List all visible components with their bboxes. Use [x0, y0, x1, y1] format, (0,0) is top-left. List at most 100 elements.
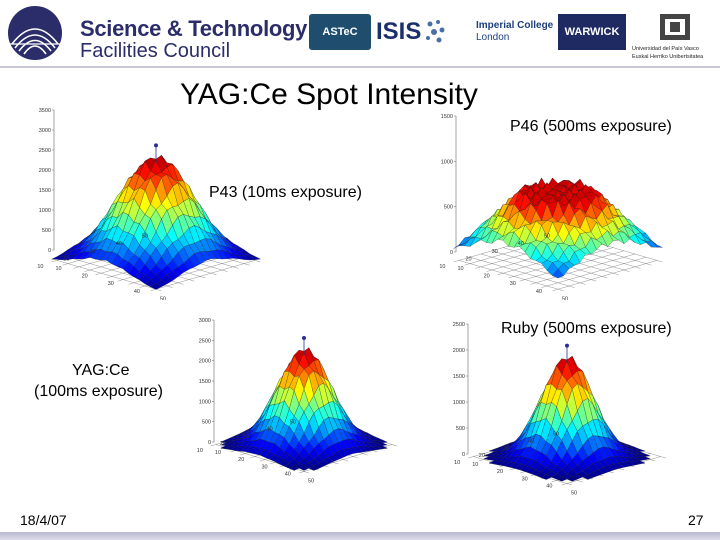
caption-yag-line2: (100ms exposure): [34, 383, 163, 400]
org-name-line1: Science & Technology: [80, 16, 308, 41]
x-tick-label: 20: [466, 256, 472, 262]
x-tick-label: 20: [479, 453, 485, 459]
x-tick-label: 40: [116, 241, 122, 247]
base-grid-line: [150, 260, 256, 291]
y-tick-label: 50: [562, 296, 568, 300]
z-tick-label: 3000: [199, 318, 211, 324]
x-tick-label: 50: [553, 432, 559, 438]
surface-facet: [566, 476, 578, 482]
x-tick-label: 50: [142, 234, 148, 240]
imperial-line1: Imperial College: [476, 20, 554, 31]
surface-facet: [556, 476, 568, 482]
z-tick-label: 1000: [39, 208, 51, 214]
z-tick-label: 1500: [441, 114, 453, 120]
x-tick-label: 30: [492, 249, 498, 255]
z-tick-label: 0: [208, 440, 211, 446]
y-tick-label: 50: [308, 479, 314, 485]
z-tick-label: 2000: [199, 359, 211, 365]
y-tick-label: 40: [536, 289, 542, 295]
y-tick-label: 20: [484, 274, 490, 280]
base-grid-line: [458, 260, 564, 291]
z-axis: 2500 2000 1500 1000 500 0: [453, 322, 469, 458]
caption-yag-line1: YAG:Ce: [72, 362, 130, 379]
surface-facet: [308, 465, 319, 471]
isis-logo: ISIS: [376, 14, 466, 50]
y-tick-label: 10: [56, 266, 62, 272]
z-tick-label: 0: [462, 452, 465, 458]
warwick-logo: WARWICK: [558, 14, 626, 50]
z-tick-label: 3500: [39, 108, 51, 114]
z-tick-label: 1000: [199, 399, 211, 405]
imperial-college-logo: Imperial College London: [476, 14, 554, 50]
z-tick-label: 1000: [441, 159, 453, 165]
x-tick-label: 50: [290, 420, 296, 426]
y-tick-label: 30: [522, 476, 528, 482]
x-tick-label: 20: [220, 441, 226, 447]
caption-ruby: Ruby (500ms exposure): [501, 320, 672, 337]
z-tick-label: 1500: [199, 379, 211, 385]
y-tick-label: 10: [472, 462, 478, 468]
y-tick-label: 10: [215, 450, 221, 456]
y-tick-label: 40: [134, 289, 140, 295]
z-axis: 3500 3000 2500 2000 1500 1000 500 0: [39, 108, 55, 254]
z-tick-label: 2500: [199, 338, 211, 344]
base-grid-line: [469, 257, 575, 288]
z-tick-label: 500: [202, 420, 211, 426]
base-grid-line: [480, 253, 586, 285]
z-tick-label: 500: [456, 426, 465, 432]
y-tick-label: 50: [571, 491, 577, 497]
surface-plot-yag: 3000 2500 2000 1500 1000 500 0 50 40 30 20 10 10 20 30…: [197, 318, 398, 485]
base-grid-line: [552, 260, 658, 291]
x-tick-label: 40: [267, 427, 273, 433]
isis-dots-icon: [426, 20, 445, 43]
z-tick-label: 3000: [39, 128, 51, 134]
stfc-emblem-logo: [8, 6, 62, 60]
org-name-line2: Facilities Council: [80, 40, 231, 62]
z-tick-label: 500: [444, 205, 453, 211]
z-tick-label: 1500: [39, 188, 51, 194]
z-tick-label: 1000: [453, 400, 465, 406]
y-tick-label: 10: [458, 266, 464, 272]
isis-logo-text: ISIS: [376, 18, 422, 45]
ehu-text-left: Universidad del País Vasco: [632, 46, 699, 52]
x-tick-label: 40: [528, 439, 534, 445]
y-tick-label: 30: [108, 281, 114, 287]
z-tick-label: 2500: [453, 322, 465, 328]
footer-date: 18/4/07: [20, 512, 67, 528]
z-tick-label: 500: [42, 228, 51, 234]
x-tick-label: 10: [454, 460, 460, 466]
x-tick-label: 20: [64, 256, 70, 262]
z-tick-label: 2000: [453, 348, 465, 354]
astec-logo: ASTeC: [309, 14, 371, 50]
surface-facet: [552, 268, 564, 279]
surface-facet: [150, 283, 162, 290]
slide-title: YAG:Ce Spot Intensity: [180, 78, 478, 111]
y-tick-label: 40: [546, 483, 552, 489]
surface-facet: [289, 465, 300, 471]
peak-marker-dot: [302, 336, 306, 340]
surface-facet: [540, 474, 552, 480]
z-tick-label: 2000: [39, 168, 51, 174]
y-tick-label: 30: [510, 281, 516, 287]
x-tick-label: 50: [544, 234, 550, 240]
base-grid-line: [541, 257, 647, 288]
caption-p46: P46 (500ms exposure): [510, 118, 672, 135]
surface-mesh: [453, 177, 663, 279]
z-axis: 1500 1000 500 0: [441, 114, 457, 256]
surface-mesh: [483, 355, 651, 482]
surface-mesh: [51, 155, 261, 290]
y-tick-label: 20: [82, 274, 88, 280]
footer-bar: [0, 532, 720, 540]
x-tick-label: 30: [243, 434, 249, 440]
x-tick-label: 40: [518, 241, 524, 247]
x-tick-label: 30: [503, 446, 509, 452]
caption-p43: P43 (10ms exposure): [209, 184, 362, 201]
base-grid-line: [530, 253, 636, 285]
surface-facet: [582, 474, 594, 480]
x-tick-label: 10: [439, 264, 445, 270]
